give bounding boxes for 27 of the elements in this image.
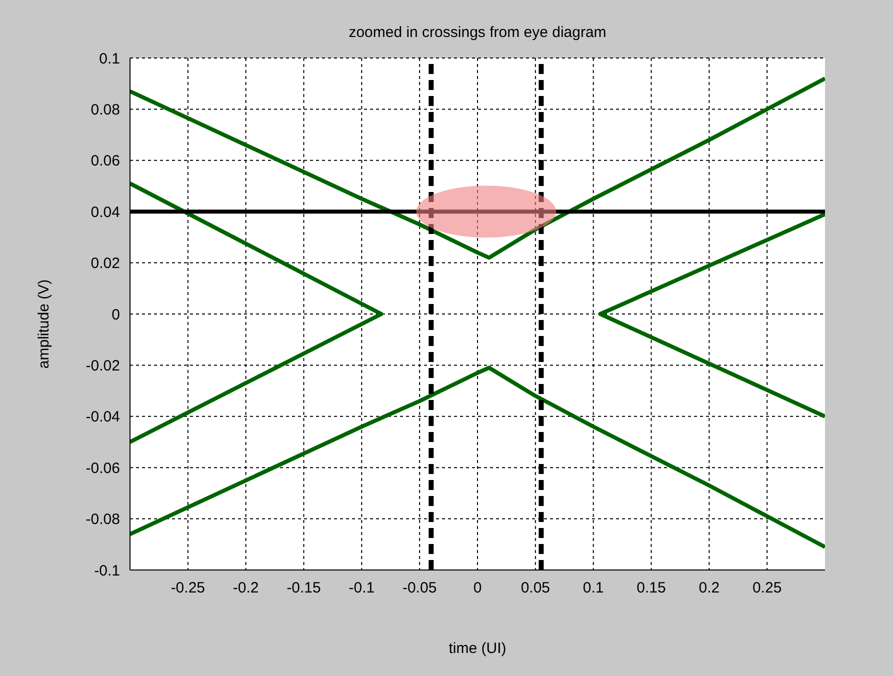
x-tick-label: 0.05 (520, 580, 550, 597)
y-tick-label: -0.02 (86, 358, 120, 375)
x-tick-label: 0.1 (582, 580, 604, 597)
line-series (130, 366, 825, 549)
y-tick-label: 0.08 (90, 102, 120, 119)
x-tick-label: -0.1 (348, 580, 375, 597)
y-tick-label: 0.04 (90, 204, 120, 221)
x-tick-label: 0 (473, 580, 482, 597)
x-tick-label: -0.25 (170, 580, 206, 597)
y-tick-label: 0.1 (99, 50, 120, 68)
y-tick-label: -0.08 (86, 511, 120, 528)
line-series (130, 76, 825, 260)
y-tick-label: 0.02 (90, 255, 120, 272)
y-tick-label: -0.1 (94, 562, 120, 580)
y-tick-label: -0.06 (86, 460, 120, 477)
chart-title: zoomed in crossings from eye diagram (348, 24, 608, 41)
x-tick-label: 0.25 (752, 580, 782, 597)
x-tick-label: 0.2 (698, 580, 720, 597)
x-tick-label: 0.15 (636, 580, 666, 597)
y-tick-label: -0.04 (86, 408, 120, 426)
y-tick-label: 0.06 (90, 152, 120, 170)
y-axis-title: amplitude (V) (36, 279, 52, 369)
x-tick-label: -0.15 (286, 580, 321, 597)
y-tick-label: 0 (112, 306, 120, 324)
x-axis-title: time (UI) (448, 640, 508, 657)
x-tick-label: -0.05 (402, 580, 437, 597)
x-tick-label: -0.2 (232, 580, 259, 597)
